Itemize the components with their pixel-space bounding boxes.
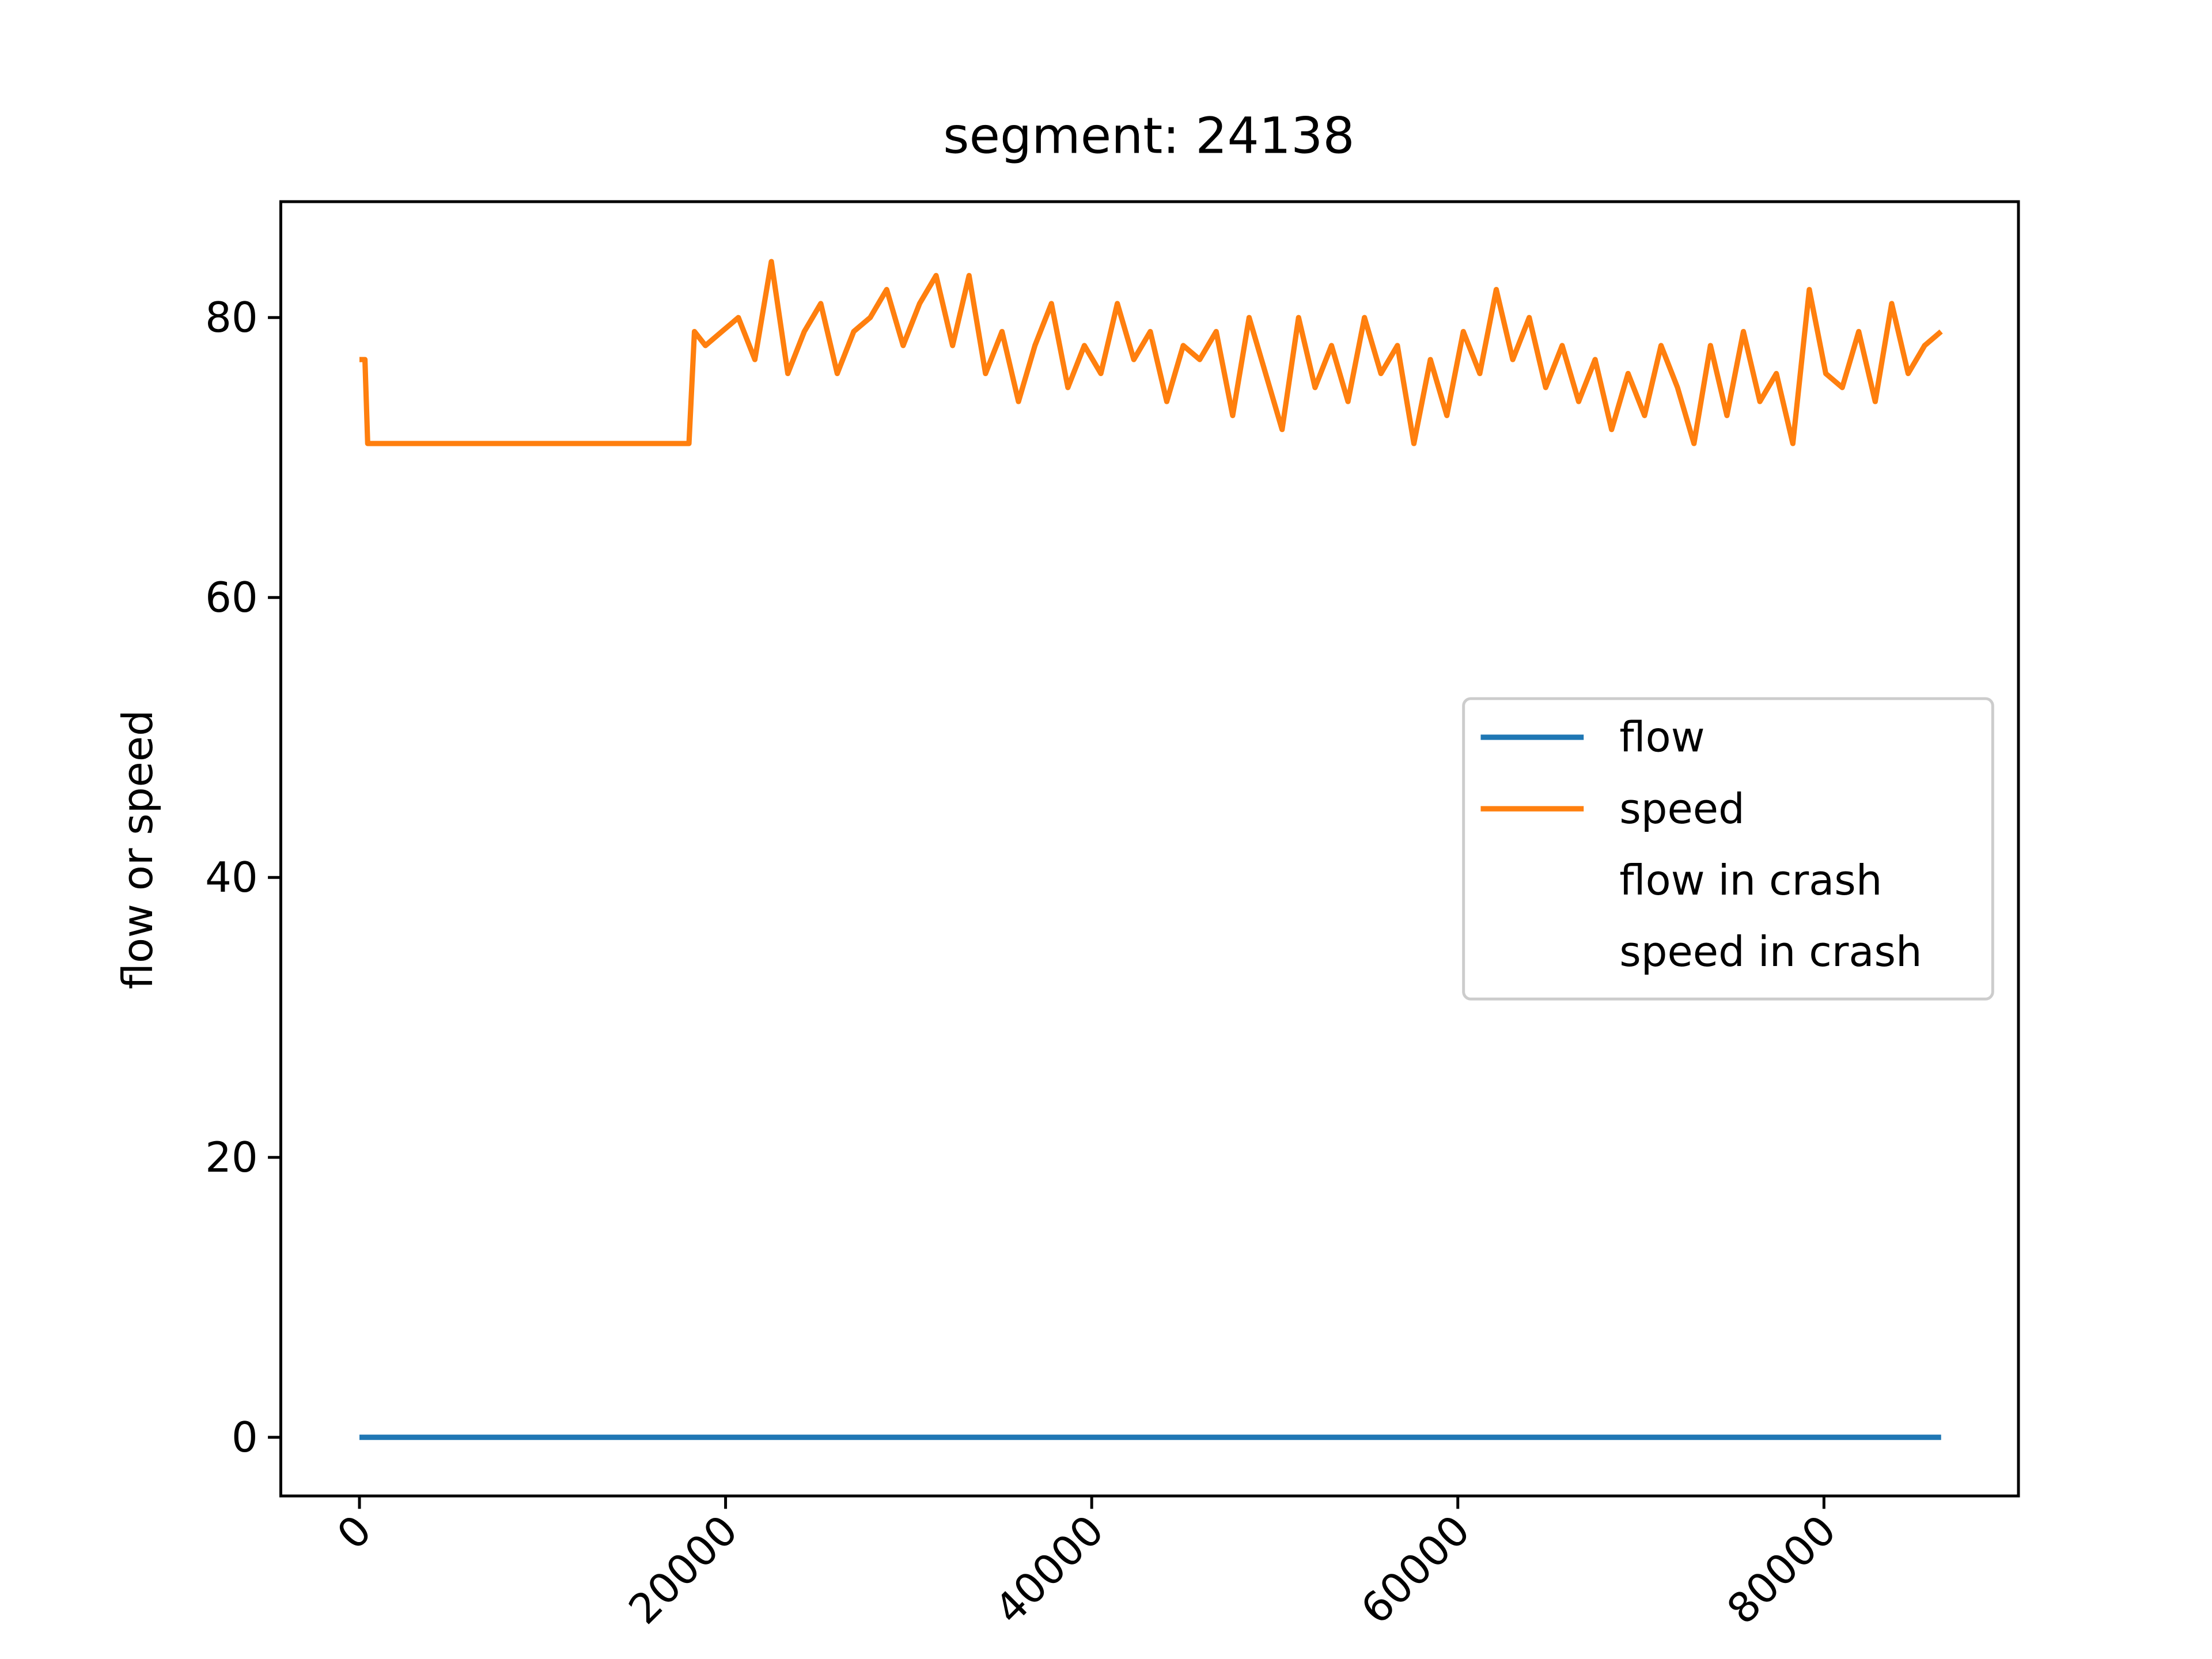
y-tick-label: 20	[205, 1133, 258, 1181]
y-tick-label: 40	[205, 853, 258, 902]
series-line	[359, 259, 1943, 446]
y-tick-label: 0	[232, 1413, 258, 1461]
legend-label: flow	[1619, 713, 1705, 762]
y-tick-label: 60	[205, 573, 258, 622]
y-tick-label: 80	[205, 293, 258, 342]
legend: flow speed flow in crash speed in crash	[1462, 697, 1994, 1001]
legend-label: speed	[1619, 785, 1745, 833]
legend-box	[1462, 697, 1994, 1001]
plot-frame	[279, 200, 2020, 1498]
chart-title: segment: 24138	[943, 107, 1354, 165]
legend-label: flow in crash	[1619, 856, 1882, 904]
legend-label: speed in crash	[1619, 927, 1922, 976]
y-axis-label: flow or speed	[113, 710, 162, 989]
